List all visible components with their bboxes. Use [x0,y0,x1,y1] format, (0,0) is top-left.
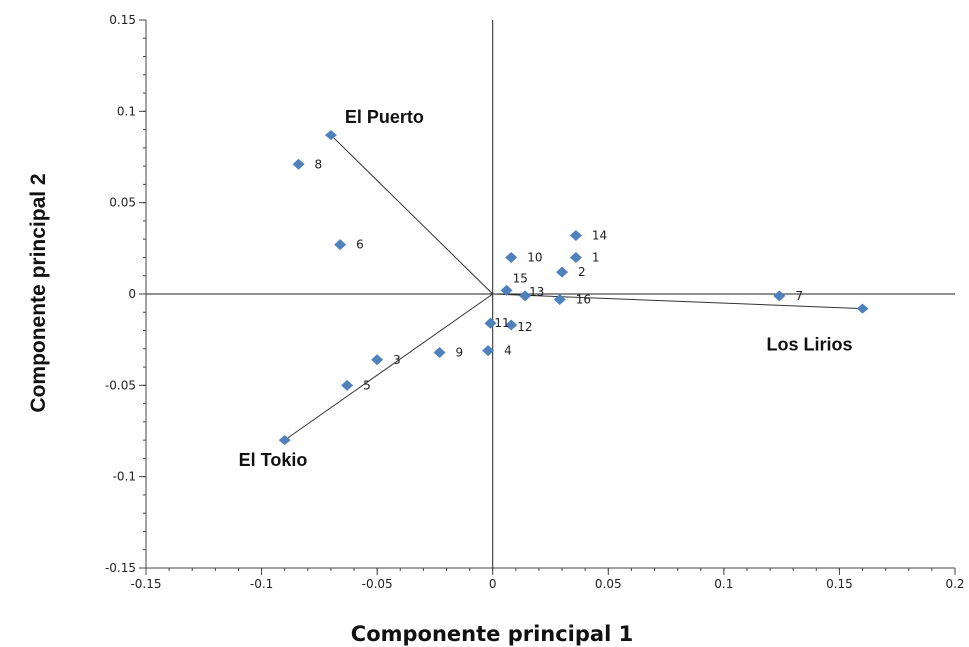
data-point-marker [519,290,532,302]
site-label: Los Lirios [767,335,853,355]
data-point-label: 4 [504,344,512,358]
data-point-marker [569,230,582,242]
y-axis-title: Componente principal 2 [27,173,50,412]
data-point-marker [505,319,518,331]
data-point-marker [556,266,569,278]
axes: 0.150.10.050-0.05-0.1-0.15-0.15 -0.1 -0.05… [105,13,965,591]
data-point-marker [334,239,347,251]
loading-vectors [278,130,869,446]
data-point-label: 3 [393,353,401,367]
data-point-marker [500,284,513,296]
data-point-label: 16 [576,292,591,306]
data-point-marker [505,251,518,263]
y-tick-label: 0.15 [109,13,136,27]
data-point-label: 12 [517,320,532,334]
vector-endpoint-marker [278,435,291,446]
data-point-label: 9 [456,345,464,359]
loading-vector-line [492,293,863,310]
x-tick-label: 0.2 [945,577,964,591]
x-tick-label: 0.1 [714,577,733,591]
x-tick-label: -0.05 [362,577,393,591]
x-tick-label: 0.15 [826,577,853,591]
data-point-label: 10 [527,250,542,264]
y-tick-label: -0.1 [113,470,136,484]
y-tick-label: -0.15 [105,561,136,575]
y-tick-label: 0.1 [117,104,136,118]
data-point-marker [433,346,446,358]
data-point-label: 5 [363,378,371,392]
data-point-label: 1 [592,250,600,264]
data-point-marker [292,158,305,170]
data-point-label: 8 [315,157,323,171]
x-tick-label: 0 [489,577,497,591]
data-point-marker [482,345,495,357]
data-point-label: 6 [356,238,364,252]
data-point-marker [484,317,497,329]
loading-vector-line [284,293,494,441]
y-tick-label: 0.05 [109,196,136,210]
data-point-label: 7 [795,289,803,303]
data-point-label: 14 [592,229,607,243]
x-tick-label: -0.15 [130,577,161,591]
data-point-label: 15 [513,271,528,285]
vector-endpoint-marker [856,303,869,314]
x-axis-title: Componente principal 1 [351,622,633,646]
data-point-marker [341,379,354,391]
site-label: El Puerto [345,107,424,127]
y-tick-label: 0 [128,287,136,301]
x-tick-label: 0.05 [595,577,622,591]
data-point-marker [371,354,384,366]
y-tick-label: -0.05 [105,378,136,392]
data-point-marker [773,290,786,302]
loading-vector-line [330,134,494,295]
data-point-marker [553,293,566,305]
site-label: El Tokio [239,450,308,470]
x-tick-label: -0.1 [250,577,273,591]
vector-endpoint-marker [324,130,337,141]
data-points [292,158,786,391]
data-point-label: 2 [578,265,586,279]
data-point-marker [569,251,582,263]
data-point-label: 11 [494,316,509,330]
data-point-label: 13 [529,285,544,299]
